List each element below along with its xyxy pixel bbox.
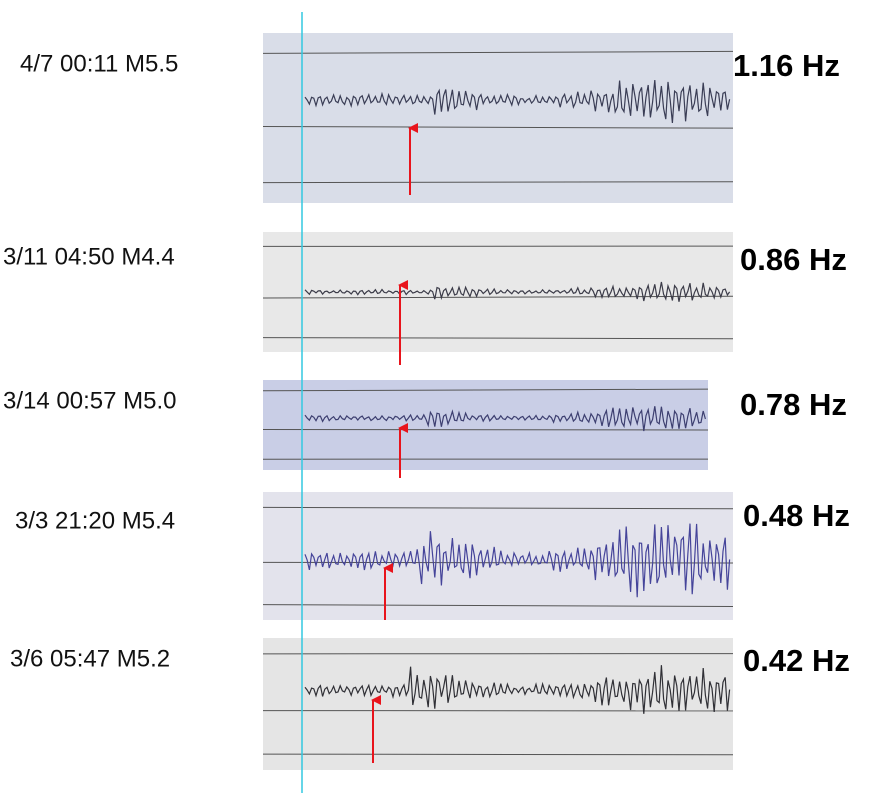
seismogram-row: 3/3 21:20 M5.4 0.48 Hz bbox=[15, 492, 850, 620]
trace-baseline bbox=[262, 126, 734, 129]
event-label: 3/11 04:50 M4.4 bbox=[3, 243, 175, 270]
waveform bbox=[304, 523, 731, 598]
seismogram-row: 3/11 04:50 M4.4 0.86 Hz bbox=[3, 232, 847, 365]
event-label: 3/14 00:57 M5.0 bbox=[3, 387, 176, 414]
waveform bbox=[304, 80, 731, 123]
trace-baseline bbox=[262, 604, 734, 608]
seismogram-panel bbox=[263, 33, 733, 203]
trace-baseline bbox=[262, 429, 709, 431]
trace-baseline bbox=[262, 561, 734, 564]
trace-baseline bbox=[262, 337, 734, 340]
frequency-label: 0.42 Hz bbox=[743, 643, 850, 678]
trace-baseline bbox=[262, 181, 734, 184]
frequency-label: 0.78 Hz bbox=[740, 387, 847, 422]
waveform bbox=[304, 665, 731, 714]
frequency-label: 1.16 Hz bbox=[733, 48, 840, 83]
seismogram-row: 3/14 00:57 M5.0 0.78 Hz bbox=[3, 380, 847, 478]
trace-baseline bbox=[262, 388, 709, 392]
trace-baseline bbox=[262, 753, 734, 756]
trace-baseline bbox=[262, 295, 734, 299]
seismogram-panel bbox=[263, 380, 708, 470]
waveform bbox=[304, 281, 731, 302]
seismogram-panel bbox=[263, 232, 733, 352]
event-label: 3/6 05:47 M5.2 bbox=[10, 645, 170, 672]
frequency-label: 0.86 Hz bbox=[740, 242, 847, 277]
seismogram-row: 3/6 05:47 M5.2 0.42 Hz bbox=[10, 638, 850, 770]
frequency-label: 0.48 Hz bbox=[743, 498, 850, 533]
event-label: 4/7 00:11 M5.5 bbox=[20, 50, 178, 77]
trace-baseline bbox=[262, 506, 734, 510]
seismogram-row: 4/7 00:11 M5.5 1.16 Hz bbox=[20, 33, 840, 203]
trace-baseline bbox=[262, 50, 734, 54]
waveform bbox=[304, 406, 706, 432]
seismogram-panel bbox=[263, 638, 733, 770]
event-label: 3/3 21:20 M5.4 bbox=[15, 507, 175, 534]
